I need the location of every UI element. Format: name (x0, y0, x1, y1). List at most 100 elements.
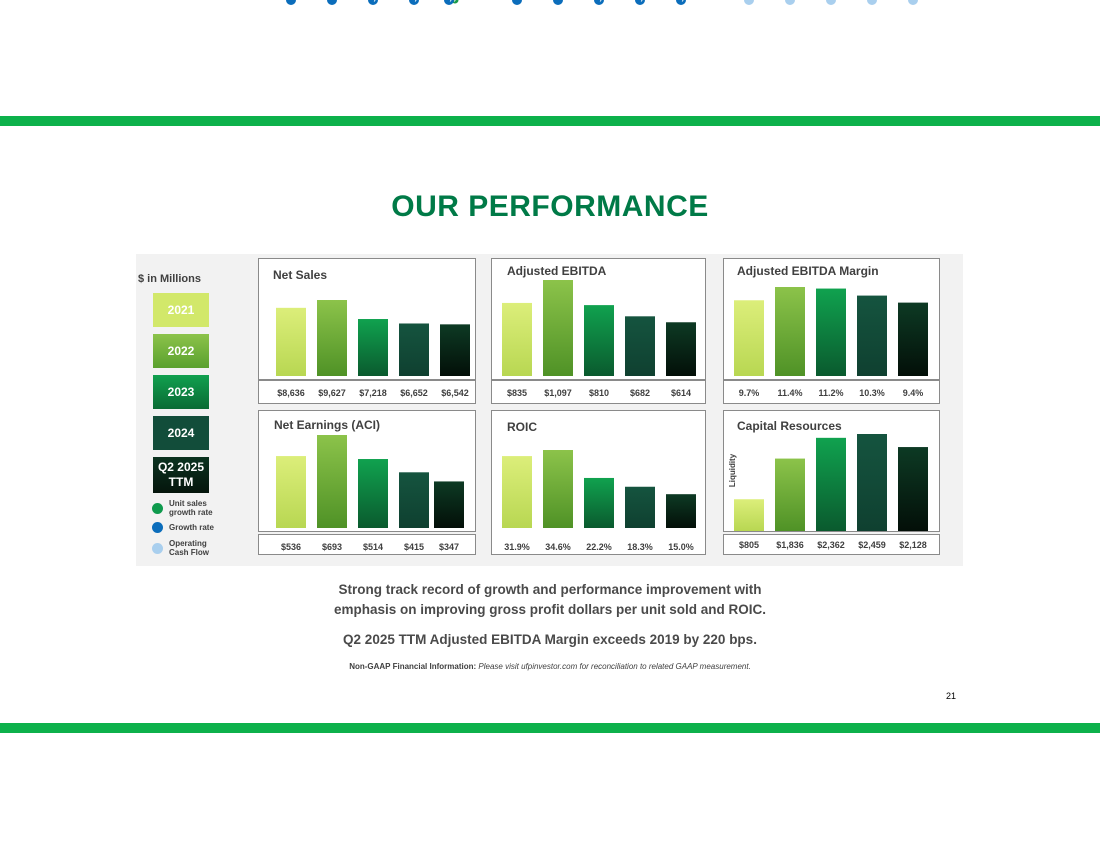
capital-resources-bar (898, 447, 928, 531)
roic-value-strip (491, 534, 706, 555)
year-2021: 2021 (153, 293, 209, 327)
legend-growth-rate-dot (152, 522, 163, 533)
adjusted-ebitda-point-label: (16)% (631, 0, 650, 2)
net-earnings-point-label: (16)% (440, 0, 459, 2)
net-earnings-value-label: $347 (439, 542, 459, 552)
roic-bar (584, 477, 614, 528)
ebitda-margin-bar (816, 288, 846, 376)
capital-resources-point (908, 0, 918, 5)
ebitda-margin-value-strip (723, 380, 940, 404)
ebitda-margin-title: Adjusted EBITDA Margin (737, 264, 879, 278)
year-2023: 2023 (153, 375, 209, 409)
capital-resources-bar (775, 458, 805, 531)
adjusted-ebitda-value-label: $835 (507, 388, 527, 398)
ebitda-margin-value-label: 11.2% (818, 388, 843, 398)
ebitda-margin-value-label: 11.4% (777, 388, 802, 398)
adjusted-ebitda-title: Adjusted EBITDA (507, 264, 607, 278)
legend-growth-rate: Growth rate (152, 522, 214, 533)
top-stripe (0, 116, 1100, 126)
capital-resources-bar (857, 434, 887, 531)
net-earnings-point (368, 0, 378, 5)
capital-resources-value-label: $805 (739, 540, 759, 550)
capital-resources-value-label: $2,459 (858, 540, 886, 550)
adjusted-ebitda-point-label: 94% (510, 0, 525, 2)
legend-unit-sales-label: Unit sales growth rate (169, 499, 213, 517)
net-earnings-title: Net Earnings (ACI) (274, 418, 381, 432)
page-number: 21 (946, 691, 957, 701)
net-sales-value-label: $7,218 (359, 388, 387, 398)
net-earnings-point (286, 0, 296, 5)
non-gaap-label: Non-GAAP Financial Information: (349, 662, 477, 671)
adjusted-ebitda-value-label: $810 (589, 388, 609, 398)
legend-cash-flow-dot (152, 542, 163, 554)
net-sales-title: Net Sales (273, 268, 328, 282)
roic-value-label: 34.6% (545, 542, 571, 552)
bottom-stripe (0, 723, 1100, 733)
year-2022: 2022 (153, 334, 209, 368)
adjusted-ebitda-bar (543, 280, 573, 376)
capital-resources-bar (816, 437, 846, 531)
adjusted-ebitda-point-label: (10)% (672, 0, 691, 2)
capital-resources-point (867, 0, 877, 5)
page-title: OUR PERFORMANCE (391, 190, 709, 223)
net-earnings-value-label: $693 (322, 542, 342, 552)
capital-resources-point (826, 0, 836, 5)
adjusted-ebitda-bar (502, 302, 532, 376)
non-gaap-text: Please visit ufpinvestor.com for reconci… (478, 662, 751, 671)
roic-value-label: 15.0% (668, 542, 694, 552)
roic-bar (625, 486, 655, 528)
net-earnings-bar (276, 456, 306, 528)
capital-resources-bar (734, 499, 764, 531)
net-sales-point-label: (2)% (448, 0, 464, 2)
net-sales-bar (399, 323, 429, 376)
capital-resources-point-label: $517 (905, 0, 921, 2)
net-earnings-value-label: $514 (363, 542, 383, 552)
adjusted-ebitda-point-label: 31% (551, 0, 566, 2)
adjusted-ebitda-point (594, 0, 604, 5)
capital-resources-point-label: $643 (864, 0, 880, 2)
ebitda-margin-bar (734, 300, 764, 376)
net-earnings-bar (399, 472, 429, 528)
capital-resources-value-label: $2,128 (899, 540, 927, 550)
net-earnings-point (327, 0, 337, 5)
adjusted-ebitda-point (553, 0, 563, 5)
net-earnings-point (409, 0, 419, 5)
capital-resources-value-strip (723, 534, 940, 555)
ebitda-margin-bar (775, 287, 805, 376)
net-sales-bar (440, 324, 470, 376)
net-earnings-point-label: (26)% (364, 0, 383, 2)
capital-resources-point-label: $960 (823, 0, 839, 2)
roic-bar (502, 456, 532, 528)
capital-resources-value-label: $1,836 (776, 540, 804, 550)
net-earnings-bar (317, 435, 347, 528)
net-earnings-point-label: 29% (325, 0, 340, 2)
adjusted-ebitda-point-label: (26)% (590, 0, 609, 2)
adjusted-ebitda-value-label: $614 (671, 388, 691, 398)
capital-resources-value-label: $2,362 (817, 540, 845, 550)
capital-resources-point-label: $832 (782, 0, 798, 2)
net-earnings-value-strip (258, 534, 476, 555)
net-earnings-value-label: $415 (404, 542, 424, 552)
caption-line-1: Strong track record of growth and perfor… (338, 582, 762, 597)
legend-cash-flow: Operating Cash Flow (152, 539, 214, 557)
year-q2-2025-ttm: Q2 2025 TTM (153, 457, 209, 493)
ebitda-margin-value-label: 9.7% (739, 388, 760, 398)
legend-unit-sales-dot (152, 502, 163, 514)
adjusted-ebitda-bar (584, 305, 614, 376)
legend-growth-rate-label: Growth rate (169, 523, 214, 532)
net-earnings-value-label: $536 (281, 542, 301, 552)
ebitda-margin-bar (898, 302, 928, 376)
ebitda-margin-value-label: 10.3% (859, 388, 885, 398)
net-sales-value-label: $9,627 (318, 388, 346, 398)
adjusted-ebitda-value-label: $1,097 (544, 388, 572, 398)
ebitda-margin-value-label: 9.4% (903, 388, 924, 398)
roic-value-label: 18.3% (627, 542, 653, 552)
capital-resources-title: Capital Resources (737, 419, 842, 433)
net-earnings-point-label: (19)% (405, 0, 424, 2)
net-sales-bar (276, 307, 306, 376)
capital-resources-point (785, 0, 795, 5)
adjusted-ebitda-bar (625, 316, 655, 376)
legend-cash-flow-label: Operating Cash Flow (169, 539, 210, 557)
net-earnings-point-label: 97% (284, 0, 299, 2)
